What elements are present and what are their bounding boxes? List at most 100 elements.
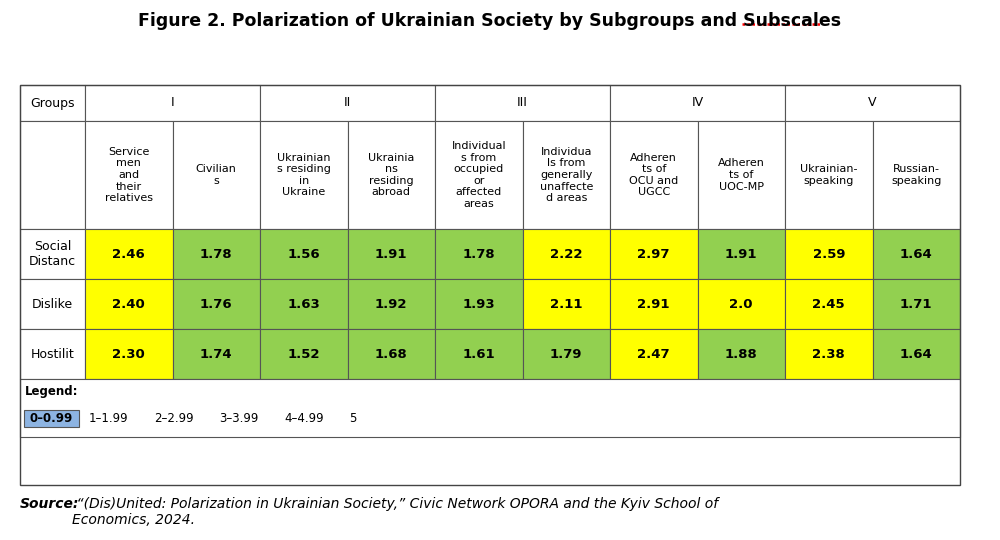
- Bar: [522, 229, 610, 279]
- Text: 4–4.99: 4–4.99: [284, 412, 324, 425]
- Bar: [85, 329, 173, 379]
- Bar: [260, 329, 348, 379]
- Bar: [872, 229, 960, 279]
- Bar: [872, 121, 960, 229]
- Text: 2.45: 2.45: [812, 298, 845, 310]
- Text: 1.63: 1.63: [287, 298, 320, 310]
- Bar: [173, 229, 260, 279]
- Text: Source:: Source:: [20, 497, 79, 511]
- Bar: [85, 229, 173, 279]
- Text: Individual
s from
occupied
or
affected
areas: Individual s from occupied or affected a…: [451, 141, 506, 209]
- Text: 2.11: 2.11: [550, 298, 582, 310]
- Text: 1–1.99: 1–1.99: [89, 412, 129, 425]
- Text: 1.91: 1.91: [725, 247, 758, 260]
- Text: 1.61: 1.61: [462, 348, 495, 361]
- Text: 2.91: 2.91: [638, 298, 670, 310]
- Bar: [20, 279, 85, 329]
- Text: 1.79: 1.79: [550, 348, 582, 361]
- Text: 2.46: 2.46: [112, 247, 145, 260]
- Bar: [872, 329, 960, 379]
- Bar: [85, 85, 260, 121]
- Bar: [522, 329, 610, 379]
- Text: 3–3.99: 3–3.99: [219, 412, 258, 425]
- Bar: [435, 279, 522, 329]
- Bar: [260, 85, 435, 121]
- Text: 1.52: 1.52: [288, 348, 320, 361]
- Text: Service
men
and
their
relatives: Service men and their relatives: [105, 147, 153, 203]
- Bar: [260, 279, 348, 329]
- Text: Ukrainian
s residing
in
Ukraine: Ukrainian s residing in Ukraine: [277, 153, 331, 198]
- Text: 0–0.99: 0–0.99: [30, 412, 73, 425]
- Bar: [698, 121, 785, 229]
- Bar: [348, 279, 435, 329]
- Text: 1.71: 1.71: [900, 298, 932, 310]
- Text: Social
Distanc: Social Distanc: [29, 240, 76, 268]
- Bar: [785, 329, 872, 379]
- Text: 2.97: 2.97: [638, 247, 670, 260]
- Text: 1.92: 1.92: [375, 298, 408, 310]
- Bar: [522, 279, 610, 329]
- Text: Hostilit: Hostilit: [31, 348, 74, 361]
- Text: 1.76: 1.76: [200, 298, 233, 310]
- Bar: [348, 229, 435, 279]
- Text: Adheren
ts of
OCU and
UGCC: Adheren ts of OCU and UGCC: [629, 153, 678, 198]
- Bar: [610, 279, 698, 329]
- Bar: [435, 121, 522, 229]
- Text: Ukrainia
ns
residing
abroad: Ukrainia ns residing abroad: [368, 153, 414, 198]
- Text: Adheren
ts of
UOC-MP: Adheren ts of UOC-MP: [718, 158, 765, 192]
- Text: II: II: [344, 97, 351, 110]
- Bar: [20, 85, 960, 485]
- Bar: [20, 85, 85, 121]
- Bar: [85, 279, 173, 329]
- Bar: [610, 229, 698, 279]
- Text: 1.93: 1.93: [462, 298, 495, 310]
- Text: 2.47: 2.47: [637, 348, 670, 361]
- Text: 1.78: 1.78: [462, 247, 495, 260]
- Text: V: V: [868, 97, 877, 110]
- Bar: [85, 121, 173, 229]
- Text: Civilian
s: Civilian s: [196, 164, 237, 186]
- Bar: [435, 85, 610, 121]
- Bar: [24, 410, 79, 427]
- Bar: [785, 85, 960, 121]
- Text: Groups: Groups: [30, 97, 75, 110]
- Text: 2.40: 2.40: [112, 298, 145, 310]
- Bar: [260, 229, 348, 279]
- Bar: [348, 329, 435, 379]
- Text: 1.88: 1.88: [725, 348, 758, 361]
- Bar: [610, 329, 698, 379]
- Bar: [20, 121, 85, 229]
- Bar: [260, 121, 348, 229]
- Text: 1.74: 1.74: [200, 348, 233, 361]
- Bar: [872, 279, 960, 329]
- Bar: [522, 121, 610, 229]
- Bar: [348, 121, 435, 229]
- Bar: [173, 329, 260, 379]
- Bar: [20, 379, 960, 437]
- Text: 1.56: 1.56: [287, 247, 320, 260]
- Text: 1.64: 1.64: [900, 247, 933, 260]
- Text: Legend:: Legend:: [25, 385, 78, 398]
- Bar: [173, 279, 260, 329]
- Bar: [785, 121, 872, 229]
- Text: III: III: [517, 97, 528, 110]
- Bar: [610, 85, 785, 121]
- Text: Russian-
speaking: Russian- speaking: [891, 164, 941, 186]
- Bar: [610, 121, 698, 229]
- Text: 1.68: 1.68: [375, 348, 408, 361]
- Text: 1.78: 1.78: [200, 247, 233, 260]
- Bar: [20, 229, 85, 279]
- Bar: [20, 329, 85, 379]
- Bar: [698, 279, 785, 329]
- Text: I: I: [171, 97, 174, 110]
- Text: Dislike: Dislike: [32, 298, 73, 310]
- Text: 2.59: 2.59: [812, 247, 845, 260]
- Bar: [698, 329, 785, 379]
- Text: 2.30: 2.30: [112, 348, 145, 361]
- Bar: [785, 279, 872, 329]
- Text: 2.38: 2.38: [812, 348, 845, 361]
- Text: 5: 5: [349, 412, 356, 425]
- Text: Individua
ls from
generally
unaffecte
d areas: Individua ls from generally unaffecte d …: [540, 147, 593, 203]
- Text: Figure 2. Polarization of Ukrainian Society by Subgroups and Subscales: Figure 2. Polarization of Ukrainian Soci…: [138, 12, 842, 30]
- Text: “(Dis)United: Polarization in Ukrainian Society,” Civic Network OPORA and the Ky: “(Dis)United: Polarization in Ukrainian …: [72, 497, 718, 527]
